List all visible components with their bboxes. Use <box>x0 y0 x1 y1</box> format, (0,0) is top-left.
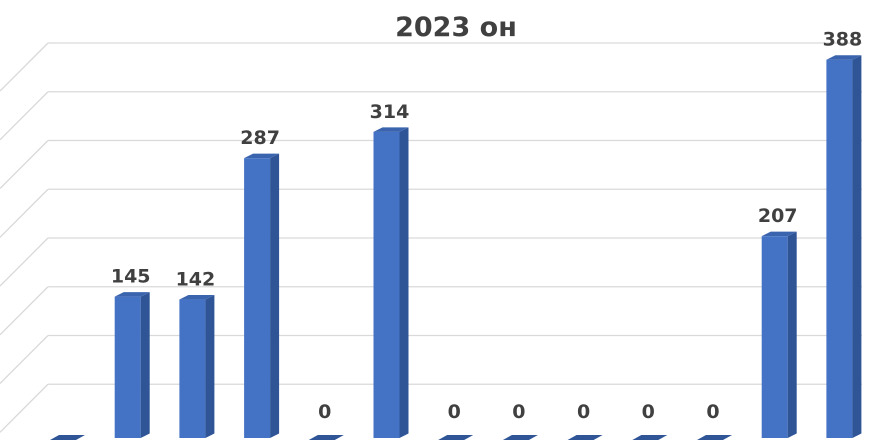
data-label: 0 <box>642 401 655 423</box>
bar-front <box>244 158 271 439</box>
bar-front <box>179 299 206 438</box>
bar <box>244 153 280 439</box>
data-label: 0 <box>706 401 719 423</box>
bar <box>308 435 344 440</box>
bar <box>114 292 150 438</box>
bar-top <box>244 153 280 159</box>
bar-top <box>308 435 344 440</box>
data-label: 0 <box>448 401 461 423</box>
bar-front <box>373 131 400 438</box>
gridline-diagonal <box>0 42 49 92</box>
bars <box>50 55 862 440</box>
bar <box>567 435 603 440</box>
bar-top <box>373 127 409 132</box>
bar-top <box>632 435 668 440</box>
bar-top <box>179 295 215 300</box>
data-label: 314 <box>370 101 410 123</box>
bar-side <box>399 127 409 438</box>
gridline-diagonal <box>0 91 49 141</box>
gridline-diagonal <box>0 286 49 336</box>
bar <box>179 295 215 438</box>
bar <box>373 127 409 438</box>
bar-front <box>826 59 853 438</box>
bar-front <box>761 236 788 438</box>
bar-top <box>502 435 538 440</box>
data-label: 388 <box>823 29 863 51</box>
data-labels: 145 142 287 0 314 0 0 0 0 0 207 388 <box>111 29 862 423</box>
data-label: 145 <box>111 266 151 288</box>
bar-top <box>438 435 474 440</box>
bar-top <box>50 435 85 440</box>
bar-top <box>567 435 603 440</box>
bar-top <box>114 292 150 297</box>
bar-top <box>826 55 862 60</box>
bar <box>826 55 862 438</box>
data-label: 142 <box>176 269 216 291</box>
bar-side <box>205 295 215 438</box>
bar-side <box>270 153 280 439</box>
chart-title: 2023 он <box>395 12 517 43</box>
bar-front <box>114 296 141 438</box>
bar <box>438 435 474 440</box>
bar <box>697 435 732 440</box>
bar <box>761 231 797 438</box>
data-label: 0 <box>512 401 525 423</box>
data-label: 287 <box>240 127 280 149</box>
data-label: 207 <box>758 205 798 227</box>
gridline-diagonal <box>0 335 49 384</box>
bar-side <box>140 292 150 438</box>
gridline-diagonal <box>0 237 49 287</box>
bar-side <box>787 231 797 438</box>
data-label: 0 <box>318 401 331 423</box>
data-label: 0 <box>577 401 590 423</box>
bar-top <box>761 231 797 237</box>
bar <box>502 435 538 440</box>
gridline-diagonal <box>0 140 49 189</box>
bar-side <box>852 55 862 438</box>
gridline-diagonal <box>0 383 49 433</box>
bar-top <box>697 435 732 440</box>
gridline-diagonal <box>0 188 49 238</box>
bar <box>50 435 85 440</box>
bar <box>632 435 668 440</box>
